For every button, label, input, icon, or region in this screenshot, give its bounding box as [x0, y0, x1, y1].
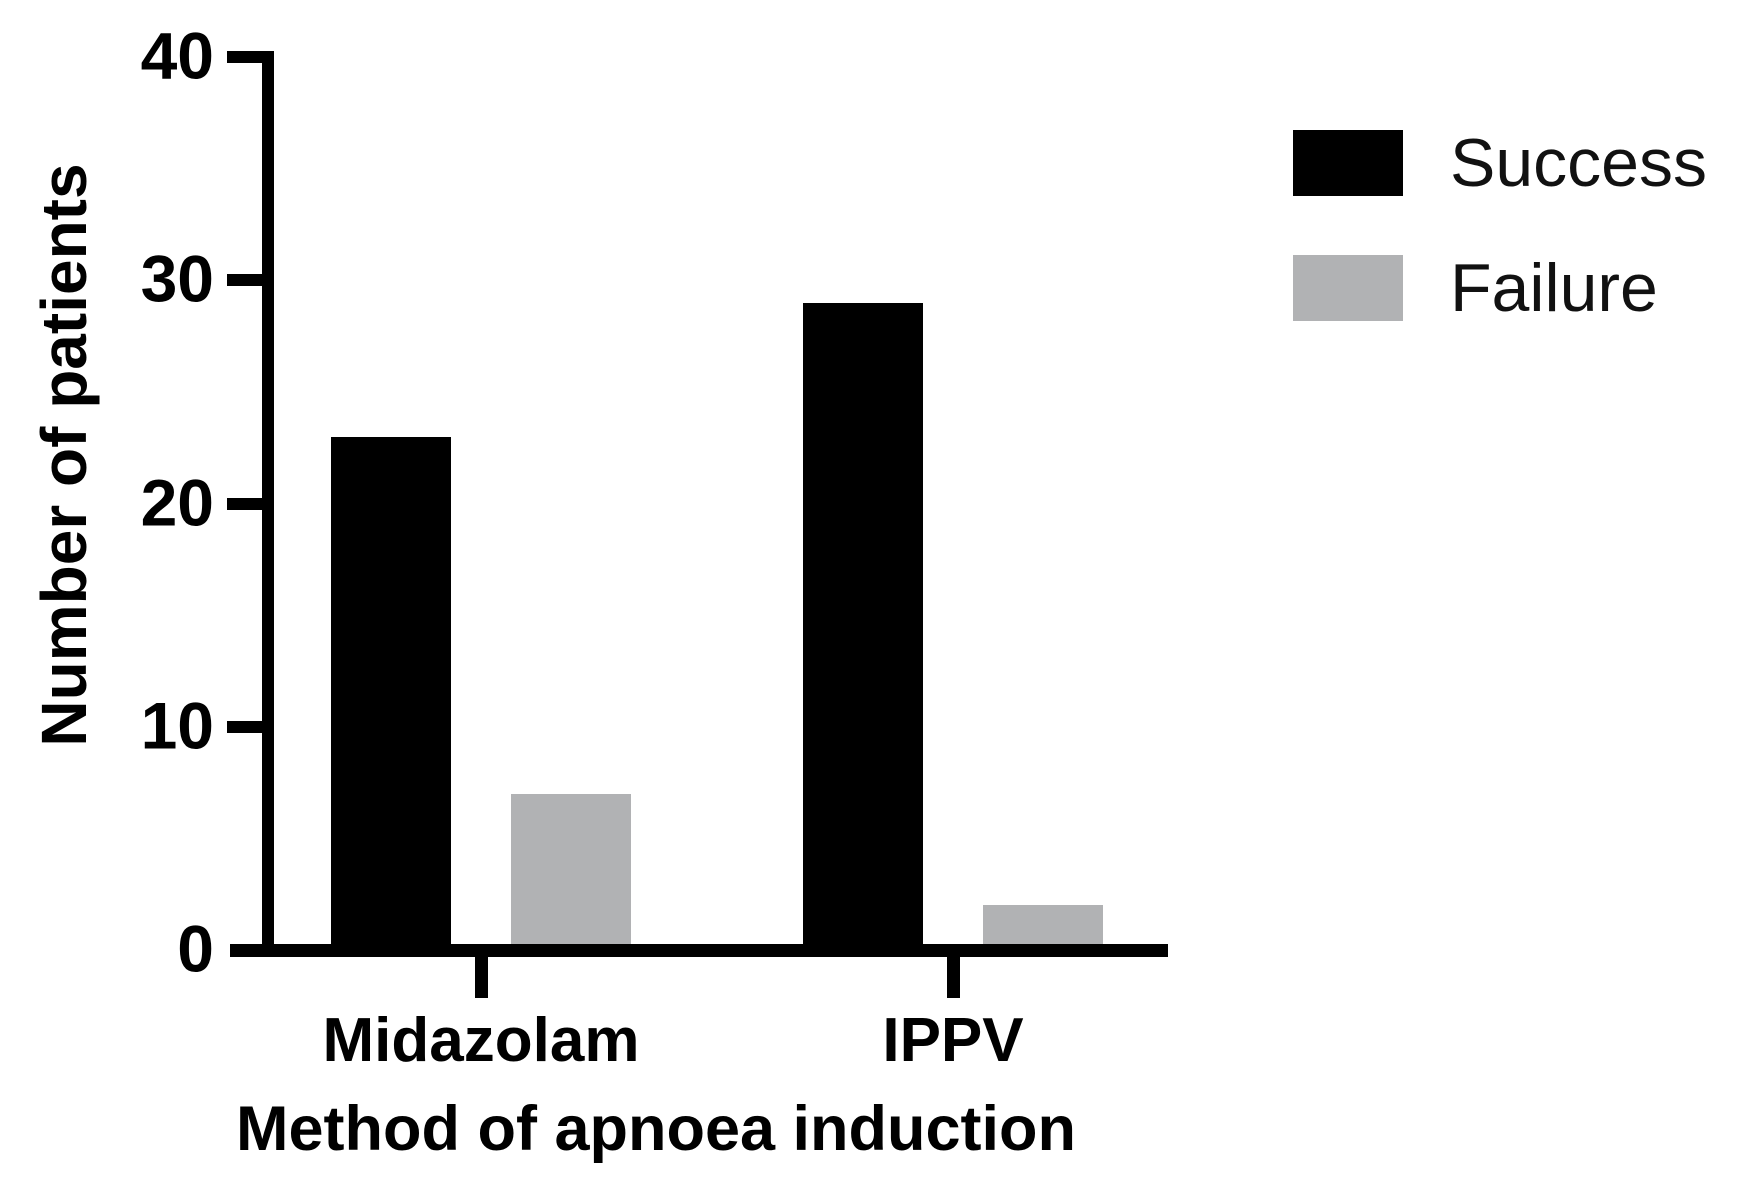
y-tick-label: 30	[140, 241, 214, 316]
legend-swatch-failure	[1293, 255, 1403, 321]
x-tick	[946, 950, 960, 998]
x-tick-label-midazolam: Midazolam	[322, 1006, 640, 1075]
y-tick-label: 10	[140, 688, 214, 763]
x-axis-title: Method of apnoea induction	[236, 1094, 1076, 1164]
bar-success-ippv	[803, 302, 923, 950]
legend-label-success: Success	[1450, 125, 1707, 201]
y-tick-label: 0	[177, 911, 214, 986]
legend-swatch-success	[1293, 130, 1403, 196]
legend-label-failure: Failure	[1450, 250, 1658, 326]
x-axis-line	[230, 943, 1168, 957]
y-tick	[227, 51, 267, 63]
bar-failure-midazolam	[511, 793, 631, 950]
y-tick	[227, 274, 267, 287]
y-tick	[227, 497, 267, 510]
y-tick-label: 20	[140, 465, 214, 540]
bar-failure-ippv	[983, 905, 1103, 950]
y-tick	[227, 720, 267, 733]
x-tick-label-ippv: IPPV	[882, 1006, 1024, 1075]
y-tick-label: 40	[140, 18, 214, 93]
x-tick	[474, 950, 488, 998]
bar-success-midazolam	[331, 436, 451, 950]
